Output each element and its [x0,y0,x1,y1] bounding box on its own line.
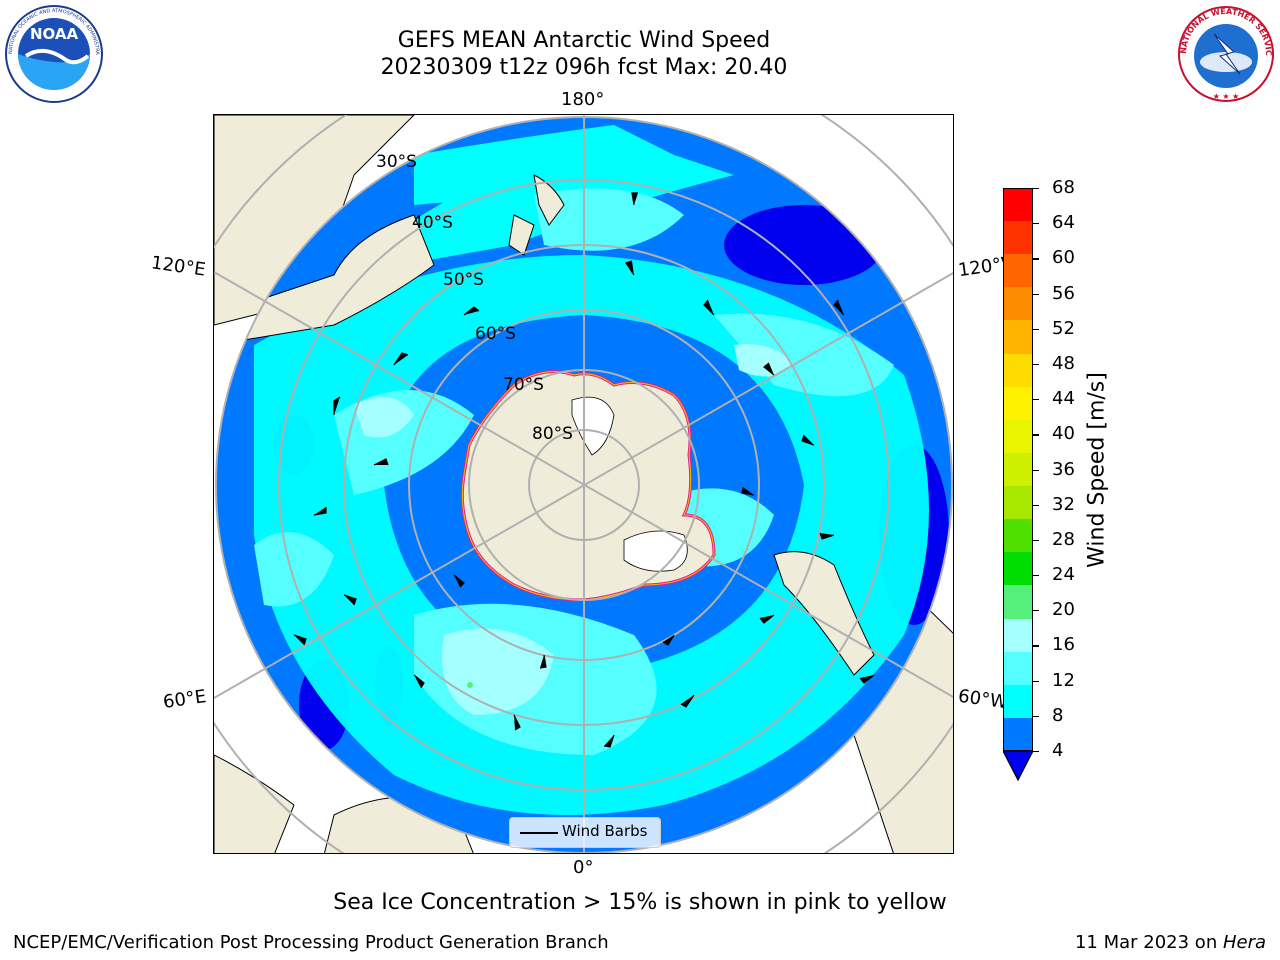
colorbar-segment [1003,618,1033,653]
colorbar-tick [1033,645,1039,647]
colorbar-tick-label: 24 [1052,564,1075,586]
colorbar-tick-label: 36 [1052,458,1075,480]
colorbar-tick-label: 52 [1052,317,1075,339]
colorbar-segment [1003,717,1033,752]
colorbar-tick [1033,399,1039,401]
colorbar-tick-label: 44 [1052,388,1075,410]
colorbar-tick-label: 60 [1052,247,1075,269]
colorbar-tick [1033,539,1039,542]
colorbar-title: Wind Speed [m/s] [1084,372,1110,568]
map-legend: Wind Barbs [509,817,661,848]
colorbar-tick-label: 20 [1052,599,1075,621]
lon-label-lower-left: 60°E [161,686,208,713]
colorbar-tick [1033,680,1039,682]
footer-credit: NCEP/EMC/Verification Post Processing Pr… [13,932,609,953]
lon-label-upper-left: 120°E [149,252,207,281]
colorbar-tick-label: 16 [1052,634,1075,656]
colorbar-segment [1003,353,1033,388]
lat-label-30s: 30°S [376,152,417,172]
colorbar-frame [1003,188,1033,751]
colorbar-tick-label: 56 [1052,282,1075,304]
colorbar-segment [1003,519,1033,553]
colorbar-tick [1033,751,1039,753]
legend-label: Wind Barbs [562,822,648,840]
footer-date: 11 Mar 2023 on Hera [1075,932,1266,953]
footer-machine: Hera [1222,932,1266,953]
colorbar-tick [1033,610,1039,612]
lon-label-bottom: 0° [573,857,594,878]
colorbar-segment [1003,452,1033,487]
colorbar-tick [1033,188,1039,190]
colorbar-tick [1033,328,1039,330]
chart-subtitle: 20230309 t12z 096h fcst Max: 20.40 [380,55,788,80]
lat-label-40s: 40°S [412,213,453,233]
colorbar-tick [1033,363,1039,366]
colorbar-tick [1033,258,1039,260]
colorbar-tick [1033,504,1039,506]
colorbar-tick-label: 12 [1052,669,1075,691]
colorbar-tick-label: 8 [1052,704,1064,726]
colorbar-segment [1003,320,1033,355]
map-canvas [214,115,953,853]
colorbar-tick-label: 48 [1052,352,1075,374]
colorbar-tick [1033,469,1039,471]
colorbar-segment [1003,287,1033,321]
colorbar-tick-label: 68 [1052,177,1075,198]
colorbar-extend-icon [1003,751,1033,781]
sea-ice-note: Sea Ice Concentration > 15% is shown in … [333,890,947,915]
colorbar-segment [1003,552,1033,586]
svg-text:NOAA: NOAA [30,25,79,43]
colorbar-tick-label: 40 [1052,423,1075,445]
lon-label-top: 180° [561,89,605,110]
polar-map [213,114,954,854]
lat-label-70s: 70°S [503,375,544,395]
graticule [214,115,953,853]
colorbar-segment [1003,486,1033,520]
colorbar-segment [1003,254,1033,288]
colorbar-tick-label: 28 [1052,528,1075,550]
colorbar-segment [1003,419,1033,454]
lat-label-60s: 60°S [475,324,516,344]
colorbar-segment [1003,585,1033,620]
colorbar-tick [1033,575,1039,577]
lat-label-50s: 50°S [443,270,484,290]
nws-logo-icon: NATIONAL WEATHER SERVICE ★ ★ ★ [1176,4,1274,102]
colorbar-tick [1033,223,1039,225]
colorbar-tick-label: 4 [1052,740,1064,761]
other-land [216,174,875,676]
footer-date-text: 11 Mar 2023 on [1074,932,1223,953]
chart-title: GEFS MEAN Antarctic Wind Speed [397,28,771,53]
lat-label-80s: 80°S [532,424,573,444]
wind-barbs [293,192,875,748]
lon-label-lower-right: 60°W [956,685,1009,714]
noaa-logo-icon: NOAA NATIONAL OCEANIC AND ATMOSPHERIC AD… [4,4,103,103]
colorbar-segment [1003,188,1033,222]
colorbar-tick [1033,293,1039,295]
antarctica [460,370,716,602]
colorbar-tick [1033,434,1039,436]
colorbar-tick-label: 64 [1052,212,1075,234]
svg-text:★ ★ ★: ★ ★ ★ [1213,92,1240,101]
wind-barb-legend-line [520,832,558,834]
colorbar-segment [1003,221,1033,255]
colorbar-segment [1003,386,1033,421]
colorbar-segment [1003,684,1033,719]
colorbar-tick-label: 32 [1052,493,1075,515]
colorbar-tick [1033,715,1039,717]
colorbar-segment [1003,651,1033,686]
